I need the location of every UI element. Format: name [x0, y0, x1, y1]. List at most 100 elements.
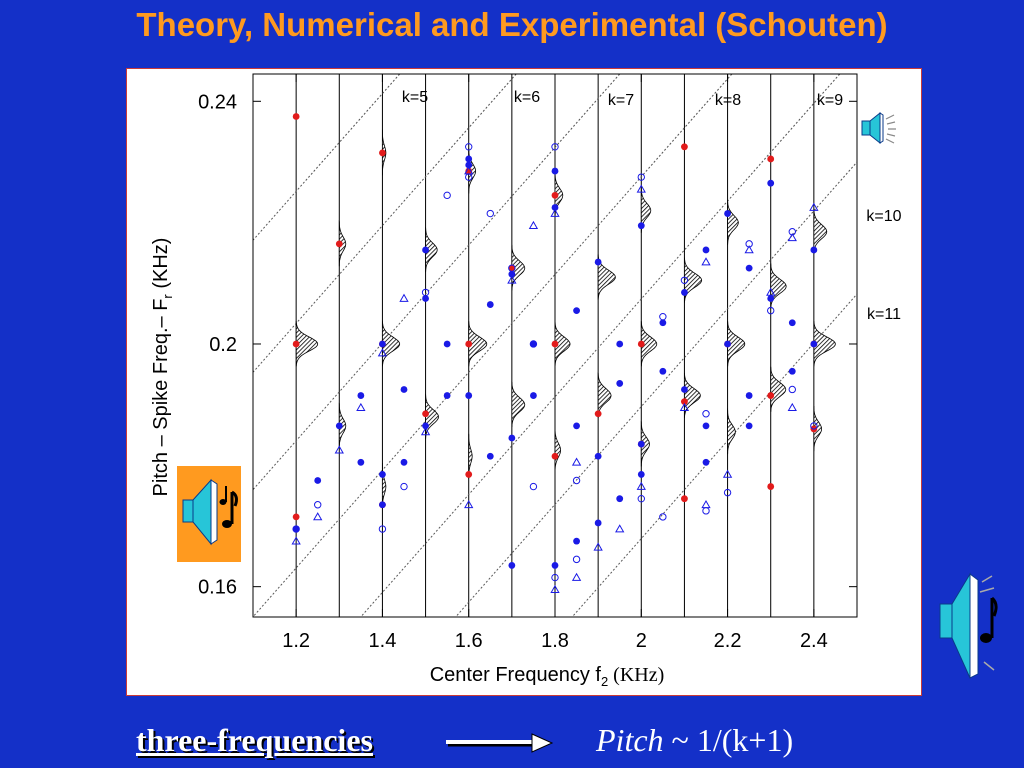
data-point [292, 113, 300, 120]
data-point [550, 584, 560, 594]
data-point [810, 340, 818, 348]
speaker-music-icon[interactable] [934, 562, 1000, 690]
data-point [486, 452, 494, 460]
histogram-peak [425, 393, 439, 440]
histogram-peak [468, 321, 488, 367]
data-point [422, 422, 429, 430]
data-point [573, 537, 580, 545]
histogram-peak [382, 321, 401, 367]
data-point [681, 495, 688, 503]
data-point [637, 494, 645, 503]
data-point [788, 367, 796, 375]
data-point [379, 149, 386, 157]
y-tick-label: 0.2 [209, 334, 237, 356]
data-point [722, 469, 733, 478]
data-point [767, 392, 775, 399]
data-point [810, 422, 818, 430]
data-point [787, 402, 797, 412]
data-point [465, 340, 473, 348]
data-point [464, 166, 474, 175]
data-point [788, 385, 796, 394]
data-point [659, 319, 667, 327]
k-line [253, 74, 621, 491]
data-point [681, 386, 688, 393]
data-point [379, 471, 386, 478]
speaker-music-icon[interactable] [177, 466, 241, 562]
data-point [679, 402, 690, 412]
data-point [379, 501, 386, 509]
data-point [659, 312, 667, 321]
data-point [357, 392, 365, 399]
data-point [681, 398, 688, 406]
data-point [530, 392, 537, 399]
data-point [550, 208, 560, 217]
histogram-peak [684, 257, 703, 303]
data-point [573, 307, 580, 315]
data-point [291, 536, 301, 545]
data-point [636, 184, 646, 193]
data-point [465, 392, 473, 399]
data-point [508, 270, 516, 278]
caption-three-frequencies: three-frequencies [136, 722, 373, 758]
data-point [572, 555, 581, 564]
speaker-icon[interactable] [858, 110, 898, 148]
k-line-label: k=10 [866, 208, 901, 225]
y-axis-label: Pitch – Spike Freq.– Fr (KHz) [150, 238, 175, 497]
data-point [292, 525, 300, 533]
data-point [400, 458, 408, 466]
data-point [701, 257, 711, 266]
data-point [464, 499, 474, 509]
data-point [637, 471, 645, 478]
data-point [422, 246, 429, 254]
data-point [594, 258, 602, 266]
x-tick-label: 1.8 [541, 630, 569, 652]
data-point [422, 295, 429, 302]
data-point [399, 293, 409, 302]
histogram-peak [770, 366, 787, 412]
data-point [335, 240, 343, 248]
data-point [788, 319, 796, 327]
k-line [253, 74, 517, 374]
figure-panel: 1.2 1.4 1.6 1.8 2 2.2 2.4 0.16 0.2 0.24 k=5 k=6 k=7 k… [126, 68, 922, 696]
data-point [529, 482, 538, 491]
data-point [314, 501, 322, 509]
histogram-peak [727, 199, 739, 246]
data-point [465, 471, 473, 478]
data-point [637, 440, 645, 448]
data-point [724, 210, 731, 217]
k-line [253, 74, 401, 242]
data-point [573, 422, 580, 430]
data-point [810, 246, 818, 254]
data-point [767, 306, 775, 315]
slide-title: Theory, Numerical and Experimental (Scho… [136, 6, 888, 43]
data-point [530, 340, 537, 348]
data-point [529, 340, 538, 348]
scatter-chart: 1.2 1.4 1.6 1.8 2 2.2 2.4 0.16 0.2 0.24 k=5 k=6 k=7 k… [150, 73, 902, 689]
data-point [377, 348, 388, 357]
y-tick-label: 0.16 [198, 577, 237, 599]
data-point [314, 477, 322, 484]
x-tick-label: 1.6 [455, 630, 483, 652]
k-line [360, 74, 841, 617]
data-point [616, 340, 624, 348]
data-point [486, 301, 494, 308]
x-axis-label: Center Frequency f2 (KHz) [430, 664, 665, 689]
histogram-peak [511, 244, 526, 291]
data-point [508, 562, 516, 569]
y-tick-label: 0.24 [198, 91, 237, 113]
data-point [659, 513, 667, 521]
data-point [702, 246, 710, 254]
data-point [465, 155, 473, 163]
caption-pitch-word: Pitch [596, 722, 664, 758]
data-point [659, 367, 667, 375]
x-tick-label: 2.2 [714, 630, 742, 652]
data-point [594, 410, 602, 418]
histogram-peak [727, 408, 736, 455]
data-point [766, 287, 776, 296]
data-point [551, 167, 559, 175]
data-point [507, 275, 517, 284]
data-point [593, 542, 603, 551]
data-point [809, 202, 819, 211]
k-line-label: k=8 [715, 92, 741, 109]
histogram-peak [425, 226, 438, 273]
